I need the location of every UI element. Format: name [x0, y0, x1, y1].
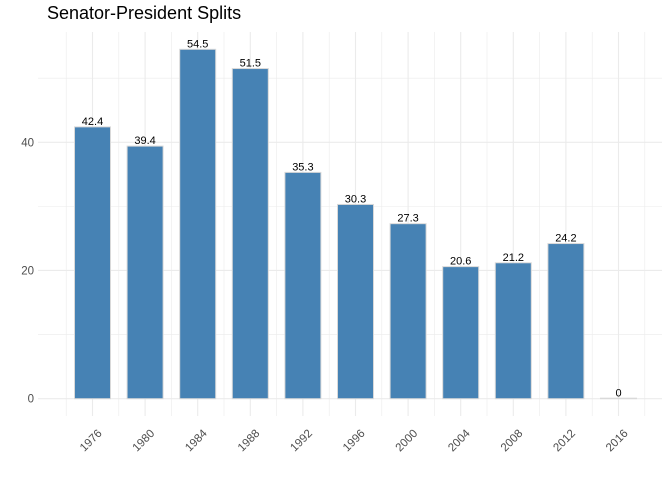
- data-label-1980: 39.4: [134, 135, 155, 147]
- bars: [74, 48, 637, 400]
- x-tick-label: 1976: [78, 428, 105, 455]
- data-label-1988: 51.5: [240, 58, 261, 70]
- x-tick-label: 1980: [131, 428, 158, 455]
- bar-1992: [284, 171, 322, 400]
- y-tick-label: 40: [21, 137, 34, 149]
- bar-1984: [179, 48, 217, 400]
- data-label-1992: 35.3: [292, 161, 313, 173]
- y-tick-label: 0: [28, 394, 34, 406]
- data-label-2016: 0: [615, 388, 621, 400]
- data-label-1984: 54.5: [187, 38, 208, 50]
- data-label-1996: 30.3: [345, 193, 366, 205]
- x-axis-ticks: 1976 1980 1984 1988 1992 1996 2000 2004 2008 2012…: [78, 427, 631, 454]
- bar-1976: [74, 126, 111, 400]
- data-label-2012: 24.2: [555, 233, 576, 245]
- data-labels: 42.4 39.4 54.5 51.5 35.3 30.3 27.3 20.6 21.2 24.2…: [82, 38, 622, 399]
- x-tick-label: 2012: [551, 428, 578, 455]
- bar-2016: [600, 397, 637, 400]
- bar-2004: [442, 266, 480, 400]
- data-label-1976: 42.4: [82, 116, 103, 128]
- x-tick-label: 2004: [446, 427, 473, 454]
- grid-minor-lines: [38, 32, 662, 416]
- data-label-2000: 27.3: [397, 213, 418, 225]
- bar-1996: [337, 203, 374, 400]
- x-tick-label: 1996: [341, 428, 368, 455]
- x-tick-label: 1992: [288, 428, 315, 455]
- x-tick-label: 2008: [499, 428, 526, 455]
- x-tick-label: 2000: [394, 428, 421, 455]
- bar-2012: [547, 243, 585, 400]
- data-label-2008: 21.2: [503, 252, 524, 264]
- y-tick-label: 20: [21, 265, 34, 277]
- data-label-2004: 20.6: [450, 256, 471, 268]
- x-tick-label: 2016: [604, 428, 631, 455]
- bar-1980: [126, 145, 164, 400]
- y-axis-ticks: 0 20 40: [21, 137, 34, 405]
- bar-2008: [494, 262, 532, 400]
- x-tick-label: 1988: [236, 428, 263, 455]
- bar-2000: [389, 223, 427, 400]
- x-tick-label: 1984: [183, 427, 210, 454]
- bar-1988: [231, 68, 269, 400]
- chart-title: Senator-President Splits: [47, 3, 242, 23]
